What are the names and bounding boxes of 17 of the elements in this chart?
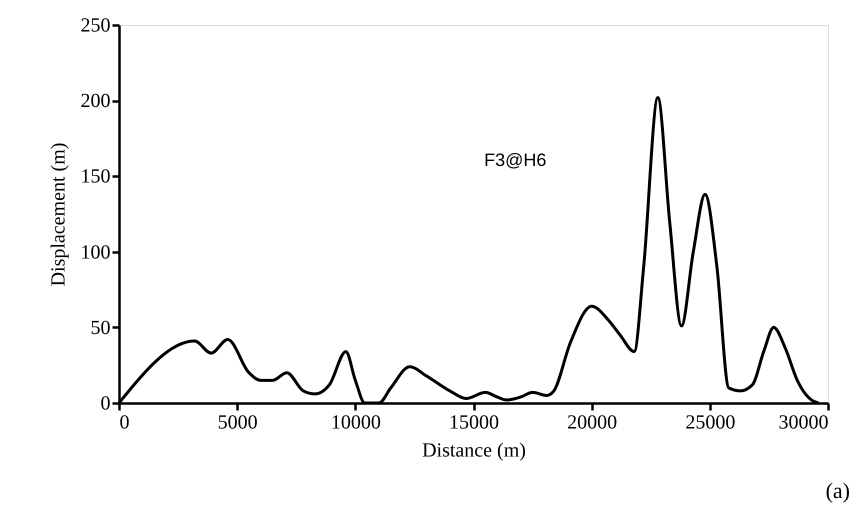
y-tick-label: 200 xyxy=(80,90,110,112)
y-axis-title: Displacement (m) xyxy=(48,142,70,286)
x-tick-label: 0 xyxy=(120,412,130,434)
text: (a) xyxy=(826,478,850,503)
y-tick-label: 250 xyxy=(80,14,110,36)
x-tick-label: 25000 xyxy=(685,412,736,434)
x-tick-label: 20000 xyxy=(567,412,618,434)
y-tick-label: 150 xyxy=(80,166,110,188)
x-axis-title: Distance (m) xyxy=(422,440,526,462)
y-tick-label: 0 xyxy=(100,392,110,414)
x-tick-label: 15000 xyxy=(449,412,499,434)
x-tick-label: 5000 xyxy=(218,412,258,434)
y-tick-label: 50 xyxy=(90,316,110,339)
y-tick-label: 100 xyxy=(80,241,110,264)
annotation: F3@H6 xyxy=(484,150,546,170)
x-tick-label: 30000 xyxy=(778,412,828,434)
x-tick-label: 10000 xyxy=(330,412,381,434)
